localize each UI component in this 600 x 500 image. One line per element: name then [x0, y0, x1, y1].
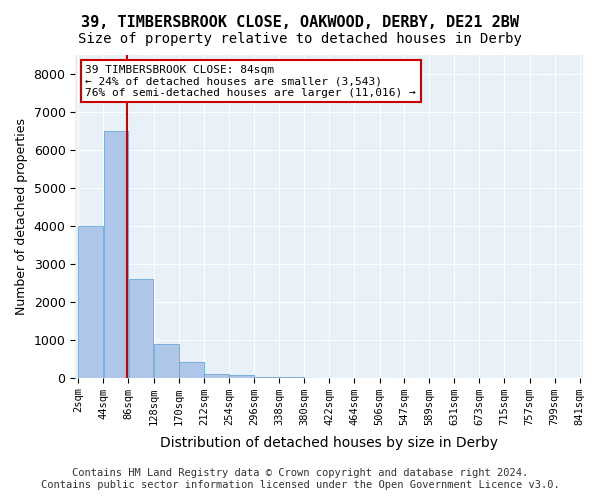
Text: 39, TIMBERSBROOK CLOSE, OAKWOOD, DERBY, DE21 2BW: 39, TIMBERSBROOK CLOSE, OAKWOOD, DERBY, … [81, 15, 519, 30]
X-axis label: Distribution of detached houses by size in Derby: Distribution of detached houses by size … [160, 436, 498, 450]
Bar [128, 279, 154, 378]
Bar [179, 362, 203, 378]
Bar [79, 226, 103, 378]
Y-axis label: Number of detached properties: Number of detached properties [15, 118, 28, 315]
Bar [104, 131, 128, 378]
Text: Size of property relative to detached houses in Derby: Size of property relative to detached ho… [78, 32, 522, 46]
Bar [154, 344, 179, 378]
Bar [204, 374, 229, 378]
Bar [254, 377, 279, 378]
Text: 39 TIMBERSBROOK CLOSE: 84sqm
← 24% of detached houses are smaller (3,543)
76% of: 39 TIMBERSBROOK CLOSE: 84sqm ← 24% of de… [85, 64, 416, 98]
Bar [229, 376, 254, 378]
Text: Contains HM Land Registry data © Crown copyright and database right 2024.
Contai: Contains HM Land Registry data © Crown c… [41, 468, 559, 490]
